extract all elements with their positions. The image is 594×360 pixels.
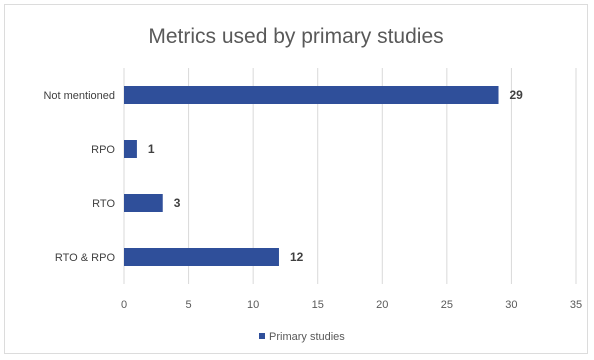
chart-frame: Metrics used by primary studies xyxy=(4,4,588,354)
bar xyxy=(124,140,137,158)
category-label: Not mentioned xyxy=(43,90,115,102)
data-label: 3 xyxy=(174,196,181,210)
bar xyxy=(124,86,499,104)
data-label: 1 xyxy=(148,142,155,156)
bar xyxy=(124,194,163,212)
chart-title: Metrics used by primary studies xyxy=(148,25,444,48)
category-label: RPO xyxy=(91,144,115,156)
category-label: RTO & RPO xyxy=(55,252,116,264)
x-tick-label: 30 xyxy=(505,299,517,311)
x-tick-label: 0 xyxy=(121,299,127,311)
x-tick-label: 35 xyxy=(570,299,582,311)
x-tick-label: 15 xyxy=(312,299,324,311)
legend-label: Primary studies xyxy=(269,331,345,343)
category-label: RTO xyxy=(92,198,115,210)
legend-swatch xyxy=(259,333,265,339)
x-tick-label: 20 xyxy=(376,299,388,311)
label-layer: 0 5 10 15 20 25 30 35 Not mentioned 29 RPO 1 RTO 3 RTO… xyxy=(43,88,582,311)
x-tick-label: 10 xyxy=(247,299,259,311)
legend: Primary studies xyxy=(259,331,345,343)
x-tick-label: 25 xyxy=(441,299,453,311)
data-label: 29 xyxy=(510,88,524,102)
bar-layer xyxy=(124,86,499,266)
data-label: 12 xyxy=(290,250,304,264)
x-tick-label: 5 xyxy=(186,299,192,311)
bar xyxy=(124,248,279,266)
